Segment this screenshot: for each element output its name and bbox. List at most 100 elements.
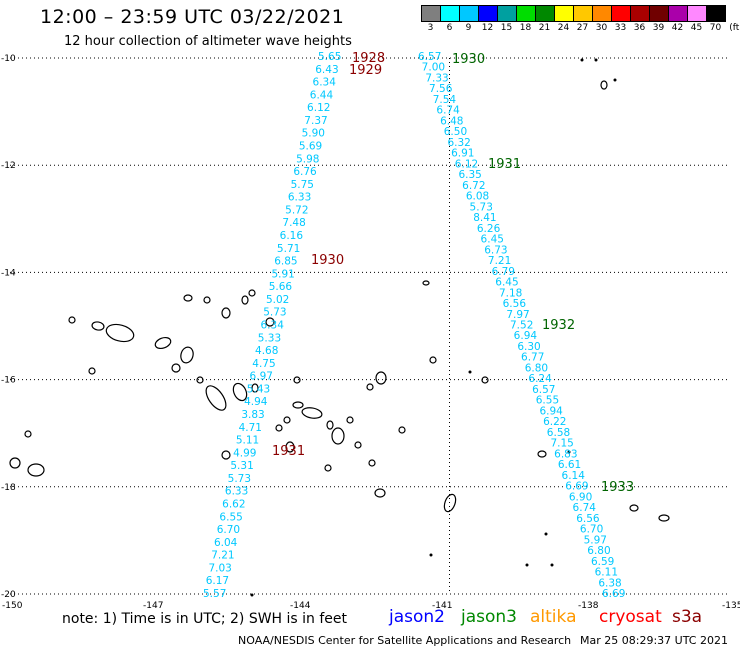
left-track-swh-value: 6.04 (214, 537, 238, 549)
colorbar-tick-label: 33 (614, 23, 627, 33)
island-outline (354, 441, 362, 449)
left-track-swh-value: 7.21 (211, 550, 234, 562)
left-track-swh-value: 5.91 (271, 268, 294, 280)
colorbar-tick-label: 21 (538, 23, 551, 33)
right-track-swh-value: 5.97 (584, 534, 607, 546)
island-outline (658, 514, 670, 522)
left-track-swh-value: 4.99 (233, 447, 256, 459)
right-track-swh-value: 6.91 (451, 148, 474, 160)
colorbar-tick-label: 45 (690, 23, 703, 33)
island-dot (525, 563, 529, 567)
left-track-swh-value: 3.83 (241, 409, 264, 421)
right-track-swh-value: 6.59 (591, 556, 614, 568)
island-outline (293, 376, 301, 384)
colorbar-swatch (592, 5, 611, 22)
right-track-swh-value: 6.26 (477, 223, 501, 235)
right-track-swh-value: 6.45 (495, 277, 518, 289)
island-outline (481, 376, 489, 384)
colorbar-swatch (440, 5, 459, 22)
island-outline (183, 294, 193, 302)
right-track-time-label: 1931 (488, 157, 521, 172)
island-outline (27, 463, 45, 477)
colorbar-tick-label: 30 (595, 23, 608, 33)
island-outline (422, 280, 430, 286)
island-outline (9, 457, 21, 469)
island-outline (301, 407, 323, 419)
latitude-tick-label: -10 (1, 54, 16, 64)
generated-timestamp: Mar 25 08:29:37 UTC 2021 (580, 634, 728, 647)
colorbar-swatch (668, 5, 687, 22)
island-dot (613, 78, 617, 82)
island-outline (443, 493, 457, 513)
colorbar-swatch (706, 5, 726, 22)
island-outline (374, 488, 386, 498)
colorbar-tick-label: 42 (671, 23, 684, 33)
colorbar-swatch (649, 5, 668, 22)
colorbar-tick-label: 18 (519, 23, 532, 33)
island-outline (88, 367, 96, 375)
satellite-legend-altika: altika (530, 607, 577, 627)
satellite-legend-cryosat: cryosat (599, 607, 662, 627)
left-track-swh-value: 5.11 (236, 435, 259, 447)
colorbar-swatch (535, 5, 554, 22)
left-track-swh-value: 6.34 (313, 77, 337, 89)
right-track-time-label: 1932 (542, 318, 575, 333)
right-track-swh-value: 6.74 (573, 502, 597, 514)
longitude-tick-label: -147 (143, 601, 163, 611)
island-outline (275, 424, 283, 432)
right-track-time-label: 1930 (452, 52, 485, 67)
latitude-tick-label: -12 (1, 161, 16, 171)
island-outline (537, 450, 547, 458)
right-track-swh-value: 6.14 (562, 470, 586, 482)
right-track-swh-value: 6.30 (517, 341, 540, 353)
colorbar-tick-label: 3 (427, 23, 434, 33)
right-track-swh-value: 6.55 (536, 395, 559, 407)
right-track-swh-value: 6.80 (587, 545, 610, 557)
colorbar-tick-label: 27 (576, 23, 589, 33)
colorbar-swatch (478, 5, 497, 22)
island-outline (251, 383, 259, 393)
left-track-swh-value: 6.17 (206, 575, 229, 587)
right-track-swh-value: 7.56 (429, 83, 453, 95)
left-track-swh-value: 5.02 (266, 294, 289, 306)
island-outline (171, 363, 181, 373)
island-outline (24, 430, 32, 438)
island-outline (203, 296, 211, 304)
latitude-tick-label: -18 (1, 483, 16, 493)
island-dot (594, 58, 598, 62)
right-track-swh-value: 6.56 (503, 298, 527, 310)
left-track-swh-value: 6.62 (222, 499, 245, 511)
right-track-swh-value: 6.57 (418, 51, 441, 63)
island-dot (250, 593, 254, 597)
right-track-swh-value: 6.69 (602, 588, 625, 600)
right-track-swh-value: 6.57 (532, 384, 555, 396)
left-track-swh-value: 6.34 (261, 320, 285, 332)
colorbar-swatch (554, 5, 573, 22)
left-track-swh-value: 6.16 (280, 230, 304, 242)
right-track-swh-value: 6.90 (569, 491, 592, 503)
right-track-swh-value: 7.97 (506, 309, 529, 321)
right-track-swh-value: 6.48 (440, 115, 463, 127)
right-track-swh-value: 6.38 (598, 577, 621, 589)
island-outline (366, 383, 374, 391)
latitude-tick-label: -14 (1, 268, 16, 278)
latitude-tick-label: -20 (1, 590, 16, 600)
right-track-swh-value: 6.74 (436, 105, 460, 117)
left-track-swh-value: 4.75 (252, 358, 275, 370)
longitude-tick-label: -135 (722, 601, 740, 611)
right-track-swh-value: 7.33 (425, 72, 448, 84)
colorbar-swatch (516, 5, 535, 22)
left-track-swh-value: 5.66 (269, 281, 293, 293)
colorbar-swatch (687, 5, 706, 22)
left-track-swh-value: 6.85 (274, 256, 297, 268)
right-track-swh-value: 7.21 (488, 255, 511, 267)
island-dot (567, 450, 571, 454)
right-track-swh-value: 6.94 (539, 405, 563, 417)
left-track-swh-value: 5.98 (296, 153, 319, 165)
left-track-swh-value: 7.03 (208, 562, 231, 574)
left-track-swh-value: 6.97 (250, 371, 273, 383)
island-outline (324, 464, 332, 472)
